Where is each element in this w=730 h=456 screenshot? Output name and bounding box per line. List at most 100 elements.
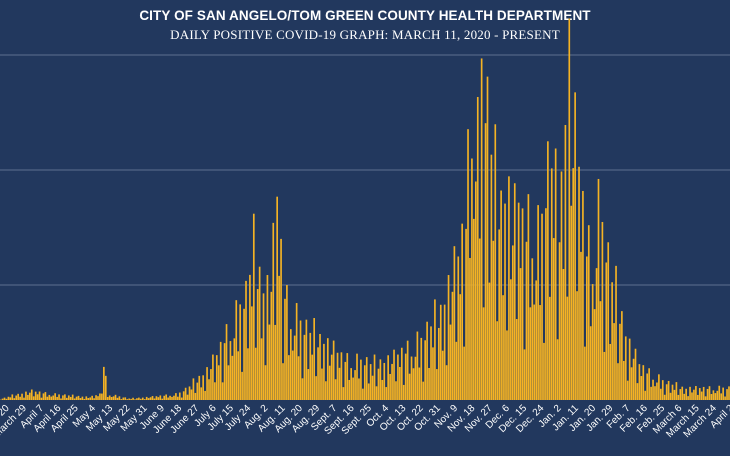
bar-day-22 [32,396,35,400]
bar-day-245 [467,129,469,400]
bar-day-109 [202,375,204,400]
bar-day-123 [229,341,232,400]
bar-day-248 [473,218,475,401]
bar-day-74 [134,399,136,400]
bar-day-174 [328,365,331,400]
bar-day-120 [223,343,226,400]
bar-day-303 [580,251,582,400]
bar-day-311 [595,268,598,400]
bar-day-243 [463,346,465,400]
bar-day-10 [9,397,12,400]
bar-day-177 [334,379,337,400]
bar-day-288 [550,168,553,400]
bar-day-48 [83,398,86,400]
bar-day-195 [369,364,372,400]
bar-day-218 [414,356,417,400]
bar-day-7 [3,397,6,400]
bar-day-215 [408,373,411,400]
bar-day-25 [38,391,41,400]
bar-day-232 [441,350,444,400]
bar-day-214 [406,340,409,400]
bar-day-102 [188,386,191,400]
bar-day-220 [418,367,421,400]
bar-day-209 [397,354,399,400]
bar-day-223 [424,340,427,400]
bar-day-151 [284,298,286,400]
bar-day-105 [194,392,197,400]
bar-day-170 [321,368,323,400]
bar-day-128 [239,304,241,400]
bar-day-112 [208,379,210,400]
bar-day-367 [704,396,707,400]
bar-day-268 [511,245,514,400]
bar-day-196 [371,375,374,400]
bar-day-251 [478,238,481,400]
bar-day-148 [278,275,280,400]
bar-day-163 [307,369,310,400]
bar-day-250 [476,96,479,400]
bar-day-205 [389,373,391,400]
bar-day-127 [237,351,240,400]
bar-day-188 [356,353,358,400]
bar-day-305 [584,346,586,400]
bar-day-198 [375,386,378,400]
bar-day-370 [710,394,713,400]
bar-day-335 [642,365,645,400]
bar-day-263 [502,295,504,400]
bar-day-377 [724,396,726,400]
bar-day-364 [698,388,701,400]
bar-day-39 [66,397,68,400]
bar-day-291 [556,339,559,400]
bar-day-173 [326,338,329,400]
bar-day-231 [439,304,442,400]
bar-day-146 [274,324,277,400]
bar-day-294 [562,269,565,400]
bar-day-260 [496,321,499,400]
bar-day-8 [5,398,8,400]
bar-day-121 [225,324,228,400]
bar-day-155 [291,350,294,400]
bar-day-57 [101,393,103,400]
bar-day-204 [387,355,389,400]
bar-day-352 [675,382,678,400]
bar-day-363 [697,394,699,400]
bar-day-354 [679,389,682,400]
bar-day-159 [299,320,302,400]
bar-day-289 [552,238,555,400]
bar-day-95 [175,393,177,400]
bar-day-301 [576,291,578,400]
bar-day-85 [155,396,158,400]
bar-day-138 [258,266,261,400]
bar-day-246 [469,257,471,400]
bar-day-332 [636,383,639,400]
bar-day-107 [198,375,201,400]
bar-day-343 [658,374,660,400]
bar-day-292 [558,242,561,400]
bar-day-323 [619,323,621,400]
bar-day-106 [196,382,199,400]
bar-day-369 [708,386,711,400]
bar-day-221 [420,337,423,400]
bar-day-206 [391,363,393,400]
bar-day-20 [29,392,31,400]
bar-day-168 [317,347,319,400]
bar-day-320 [613,323,615,400]
bar-day-45 [77,395,80,400]
bar-day-150 [282,363,284,400]
bar-day-78 [141,397,144,400]
bar-day-162 [305,319,308,400]
bar-day-91 [167,397,169,400]
bar-day-24 [36,394,39,400]
bar-day-119 [221,382,224,400]
bar-day-362 [695,386,697,400]
bar-day-132 [247,348,249,400]
bar-day-326 [624,336,627,400]
bar-day-87 [159,395,162,400]
bar-day-308 [589,326,592,400]
bar-day-203 [385,387,388,400]
bar-day-41 [69,396,72,400]
bar-day-26 [40,397,43,400]
bar-day-283 [541,213,543,400]
bar-day-242 [461,223,464,400]
bar-day-244 [465,228,467,400]
